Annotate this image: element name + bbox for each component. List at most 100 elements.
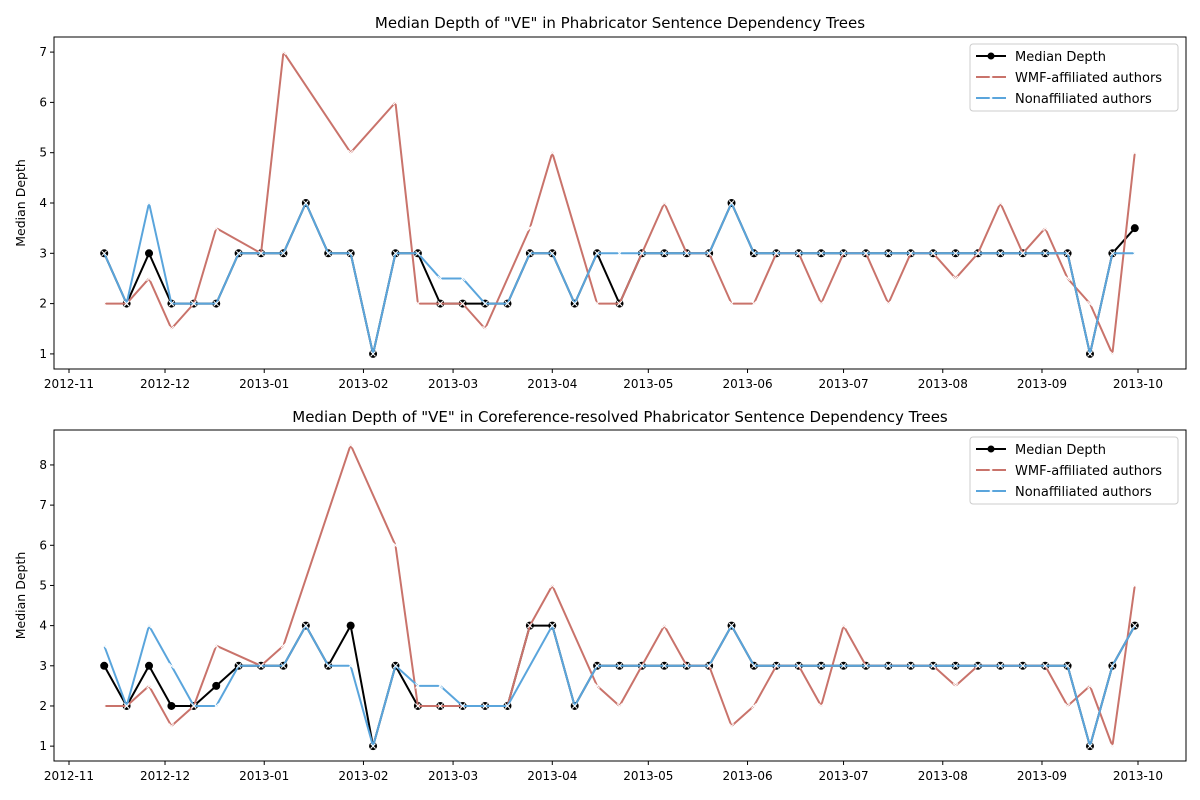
series-median-depth (100, 621, 1139, 751)
data-point (482, 325, 488, 332)
data-point (527, 250, 533, 257)
chart-panel-2: Median Depth of "VE" in Coreference-reso… (13, 408, 1187, 783)
series-nonaffiliated-authors (101, 200, 1138, 357)
x-tick-label: 2013-05 (623, 377, 673, 391)
data-point (392, 250, 399, 257)
data-point (683, 662, 690, 669)
data-point (213, 642, 220, 649)
data-point (168, 723, 175, 729)
data-point (818, 300, 824, 307)
legend-label: Median Depth (1015, 443, 1106, 458)
data-point (1087, 300, 1093, 307)
data-point (1109, 743, 1116, 749)
data-point (616, 703, 623, 709)
data-point (616, 662, 623, 669)
data-point (975, 250, 981, 257)
x-tick-label: 2013-09 (1017, 377, 1067, 391)
series-line (103, 202, 1136, 355)
x-tick-label: 2013-03 (428, 377, 478, 391)
y-tick-label: 1 (39, 347, 47, 361)
data-point (392, 662, 399, 669)
data-point (661, 662, 668, 669)
data-point (1087, 683, 1093, 689)
data-point (190, 300, 197, 307)
series-line (103, 202, 1135, 355)
data-point (213, 225, 220, 232)
data-point (212, 681, 221, 690)
data-point (504, 300, 511, 307)
data-point (437, 300, 444, 307)
plot-area-frame (53, 36, 1187, 370)
data-point (527, 225, 533, 232)
y-tick-label: 4 (39, 196, 47, 210)
data-point (346, 621, 355, 630)
data-point (571, 300, 578, 307)
data-point (1042, 250, 1049, 257)
data-point (1064, 250, 1071, 257)
data-point (997, 662, 1004, 669)
x-tick-label: 2013-07 (818, 377, 868, 391)
data-point (683, 250, 690, 257)
data-point (392, 99, 399, 106)
data-point (728, 723, 735, 729)
data-point (235, 250, 242, 257)
data-point (123, 300, 130, 307)
data-point (101, 300, 108, 307)
data-point (258, 250, 264, 257)
data-point (347, 442, 354, 448)
data-point (437, 683, 444, 689)
data-point (907, 250, 914, 257)
y-tick-label: 7 (39, 498, 47, 512)
data-point (1064, 662, 1071, 669)
data-point (706, 662, 712, 669)
data-point (616, 250, 623, 257)
data-point (997, 250, 1004, 257)
data-point (1087, 743, 1093, 749)
data-point (818, 662, 824, 669)
data-point (930, 662, 937, 669)
data-point (728, 622, 735, 629)
data-point (549, 582, 556, 589)
data-point (1087, 351, 1093, 357)
data-point (459, 703, 466, 709)
y-tick-label: 3 (39, 659, 47, 673)
data-point (1131, 250, 1138, 257)
data-point (706, 250, 712, 257)
data-point (168, 325, 175, 332)
data-point (415, 300, 421, 307)
data-point (527, 622, 533, 629)
data-point (1109, 662, 1116, 669)
data-point (392, 542, 399, 549)
data-point (952, 662, 959, 669)
data-point (347, 250, 354, 257)
legend-box (969, 436, 1179, 505)
data-point (885, 250, 892, 257)
x-tick-label: 2013-08 (918, 769, 968, 783)
y-tick-label: 1 (39, 739, 47, 753)
data-point (123, 703, 130, 709)
legend-marker (988, 74, 994, 80)
x-tick-label: 2013-04 (527, 377, 577, 391)
data-point (549, 250, 556, 257)
legend-marker (988, 467, 994, 473)
data-point (370, 351, 376, 357)
data-point (751, 300, 757, 307)
y-tick-label: 3 (39, 246, 47, 260)
data-point (1042, 662, 1049, 669)
data-point (616, 300, 623, 307)
series-line (103, 624, 1136, 748)
data-point (1064, 703, 1071, 709)
legend-label: Nonaffiliated authors (1015, 92, 1152, 107)
series-nonaffiliated-authors (101, 622, 1138, 749)
legend-marker (988, 95, 994, 101)
data-point (751, 250, 757, 257)
data-point (795, 662, 802, 669)
data-point (1131, 622, 1138, 629)
y-tick-label: 2 (39, 297, 47, 311)
data-point (661, 250, 668, 257)
legend-marker (987, 445, 995, 453)
data-point (415, 250, 421, 257)
data-point (1130, 224, 1139, 233)
data-point (840, 250, 847, 257)
y-axis-label: Median Depth (13, 159, 28, 247)
